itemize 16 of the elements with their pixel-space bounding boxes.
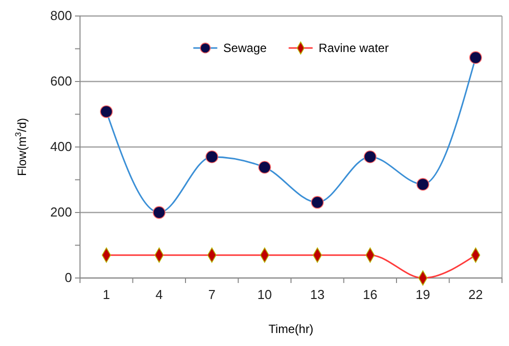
y-tick-label: 600	[50, 74, 72, 89]
y-tick-label: 800	[50, 8, 72, 24]
x-tick-label: 13	[310, 287, 325, 302]
legend-label: Sewage	[223, 41, 267, 55]
y-tick-label: 400	[50, 139, 72, 154]
x-tick-label: 22	[468, 287, 483, 302]
x-tick-label: 19	[416, 287, 430, 302]
y-tick-label: 200	[50, 204, 72, 220]
x-tick-label: 1	[102, 287, 110, 302]
x-axis-title: Time(hr)	[268, 322, 314, 336]
x-tick-label: 16	[362, 287, 378, 302]
legend-label: Ravine water	[318, 41, 389, 55]
x-tick-label: 4	[156, 287, 163, 302]
x-tick-label: 7	[208, 287, 216, 302]
x-tick-label: 10	[257, 287, 272, 302]
y-tick-label: 0	[64, 270, 72, 286]
